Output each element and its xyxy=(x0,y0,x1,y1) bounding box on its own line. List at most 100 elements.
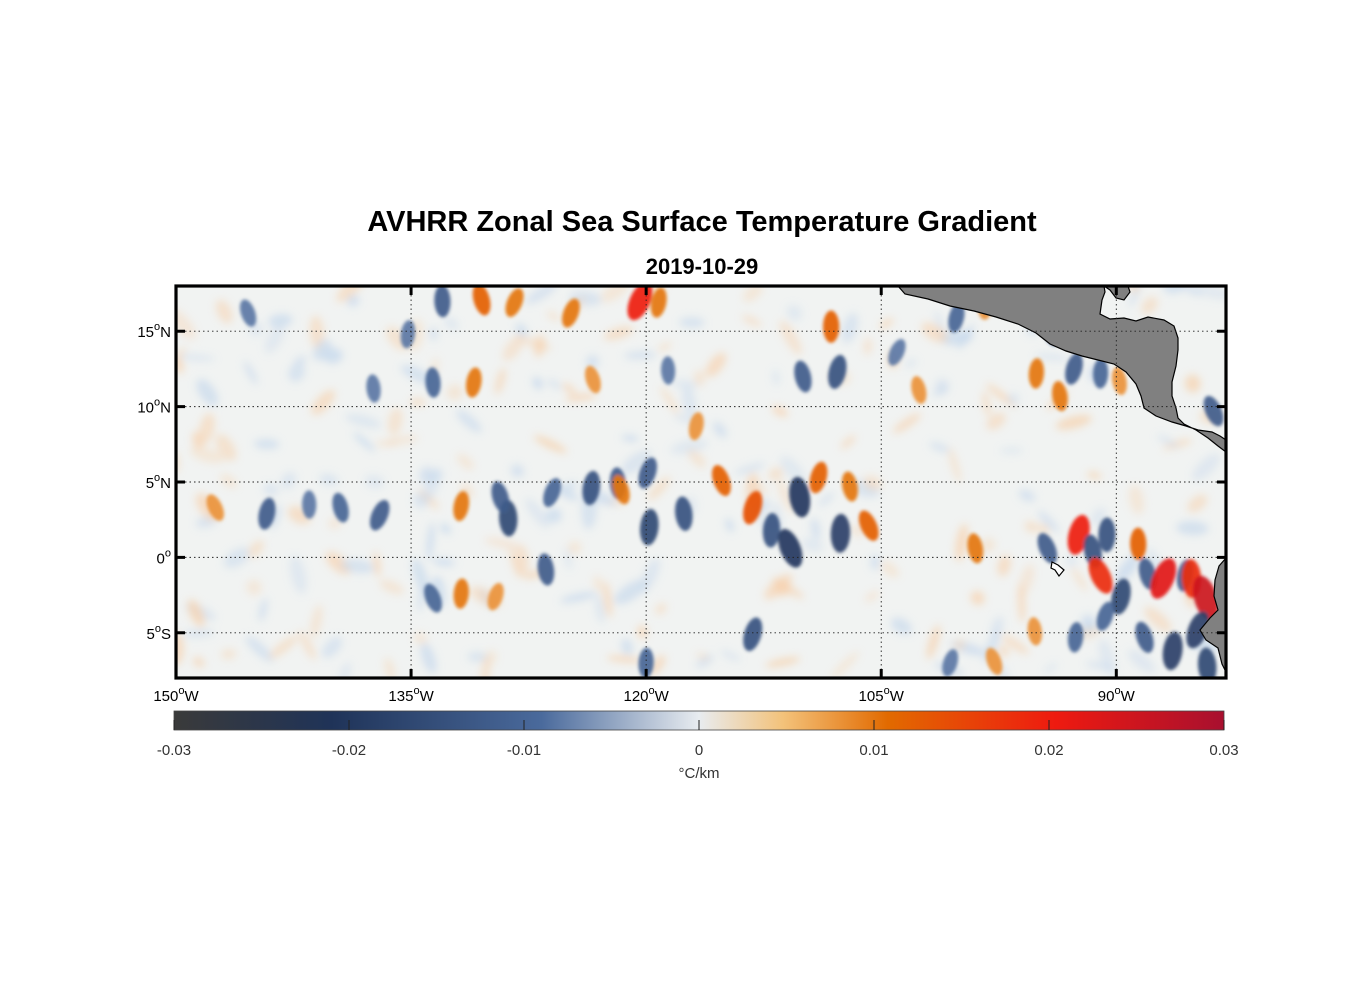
warm-gradient-feature xyxy=(1150,558,1177,599)
texture-streak xyxy=(1071,567,1088,591)
texture-streak xyxy=(1128,485,1145,515)
texture-streak xyxy=(655,603,667,615)
texture-streak xyxy=(1044,662,1058,674)
cool-gradient-feature xyxy=(660,356,676,385)
colorbar-tick-label: 0.03 xyxy=(1209,742,1238,759)
texture-streak xyxy=(220,648,237,660)
warm-gradient-feature xyxy=(1027,617,1043,646)
texture-streak xyxy=(426,522,435,561)
texture-streak xyxy=(196,379,219,406)
colorbar-tick-label: -0.01 xyxy=(507,742,541,759)
texture-streak xyxy=(258,598,268,622)
colorbar-tick-label: 0 xyxy=(695,742,703,759)
texture-streak xyxy=(309,315,325,351)
texture-streak xyxy=(957,324,975,350)
cool-gradient-feature xyxy=(794,360,812,393)
texture-streak xyxy=(602,581,613,618)
texture-streak xyxy=(705,352,727,377)
texture-streak xyxy=(865,590,879,603)
lat-tick-label: 15oN xyxy=(137,321,171,341)
texture-streak xyxy=(533,435,567,454)
texture-streak xyxy=(696,654,714,669)
texture-streak xyxy=(890,617,912,635)
cool-gradient-feature xyxy=(675,496,693,531)
texture-streak xyxy=(621,450,652,475)
texture-streak xyxy=(254,438,280,450)
cool-gradient-feature xyxy=(1135,621,1154,653)
texture-streak xyxy=(1085,661,1114,671)
cool-gradient-feature xyxy=(762,512,781,548)
texture-streak xyxy=(1080,614,1096,630)
texture-streak xyxy=(879,317,894,329)
texture-streak xyxy=(243,361,258,385)
texture-streak xyxy=(603,326,634,341)
lon-tick-label: 120oW xyxy=(623,685,669,705)
central-america-land xyxy=(897,286,1226,453)
texture-streak xyxy=(374,440,399,447)
lat-tick-label: 0o xyxy=(157,547,171,567)
texture-streak xyxy=(525,498,550,529)
texture-streak xyxy=(693,370,706,387)
cool-gradient-feature xyxy=(1162,631,1183,671)
warm-gradient-feature xyxy=(472,286,491,316)
texture-streak xyxy=(444,316,459,331)
texture-streak xyxy=(932,386,949,397)
texture-streak xyxy=(560,591,597,603)
texture-streak xyxy=(840,435,856,449)
texture-streak xyxy=(192,656,205,668)
texture-streak xyxy=(764,574,793,600)
warm-gradient-feature xyxy=(206,494,224,521)
cool-gradient-feature xyxy=(424,583,442,613)
warm-gradient-feature xyxy=(823,310,840,343)
cool-gradient-feature xyxy=(537,553,555,586)
texture-streak xyxy=(508,546,521,579)
lat-tick-label: 5oS xyxy=(147,623,171,643)
colorbar-tick-label: 0.01 xyxy=(859,742,888,759)
texture-streak xyxy=(779,320,802,355)
texture-streak xyxy=(1184,374,1201,393)
texture-streak xyxy=(624,350,657,360)
warm-gradient-feature xyxy=(841,471,858,502)
texture-streak xyxy=(870,554,880,570)
texture-streak xyxy=(786,304,803,321)
texture-streak xyxy=(1176,521,1209,536)
map-subtitle: 2019-10-29 xyxy=(645,254,759,279)
texture-streak xyxy=(547,311,560,322)
texture-streak xyxy=(268,314,293,328)
texture-streak xyxy=(533,335,546,357)
texture-streak xyxy=(863,475,882,491)
colorbar-label: °C/km xyxy=(679,765,720,782)
texture-streak xyxy=(289,555,307,594)
texture-streak xyxy=(220,473,237,489)
texture-streak xyxy=(681,385,697,417)
texture-streak xyxy=(1034,353,1069,361)
warm-gradient-feature xyxy=(809,461,828,494)
texture-streak xyxy=(353,432,376,452)
texture-streak xyxy=(606,655,643,663)
texture-streak xyxy=(772,369,780,386)
texture-streak xyxy=(768,467,784,481)
texture-streak xyxy=(198,413,215,445)
texture-streak xyxy=(319,474,339,486)
texture-streak xyxy=(921,322,948,343)
texture-streak xyxy=(176,308,196,340)
texture-streak xyxy=(841,312,859,344)
texture-streak xyxy=(494,367,506,395)
texture-streak xyxy=(658,342,672,352)
texture-streak xyxy=(246,579,262,596)
texture-streak xyxy=(679,317,705,328)
warm-gradient-feature xyxy=(1052,381,1068,412)
texture-streak xyxy=(585,354,600,369)
lon-tick-label: 150oW xyxy=(153,685,199,705)
texture-streak xyxy=(880,560,899,578)
texture-streak xyxy=(429,576,441,587)
lon-tick-label: 105oW xyxy=(859,685,905,705)
texture-streak xyxy=(777,479,796,514)
texture-streak xyxy=(594,594,605,624)
texture-streak xyxy=(1087,471,1102,480)
texture-streak xyxy=(532,376,543,390)
texture-streak xyxy=(270,504,281,530)
texture-streak xyxy=(1024,521,1038,533)
warm-gradient-feature xyxy=(711,465,731,496)
